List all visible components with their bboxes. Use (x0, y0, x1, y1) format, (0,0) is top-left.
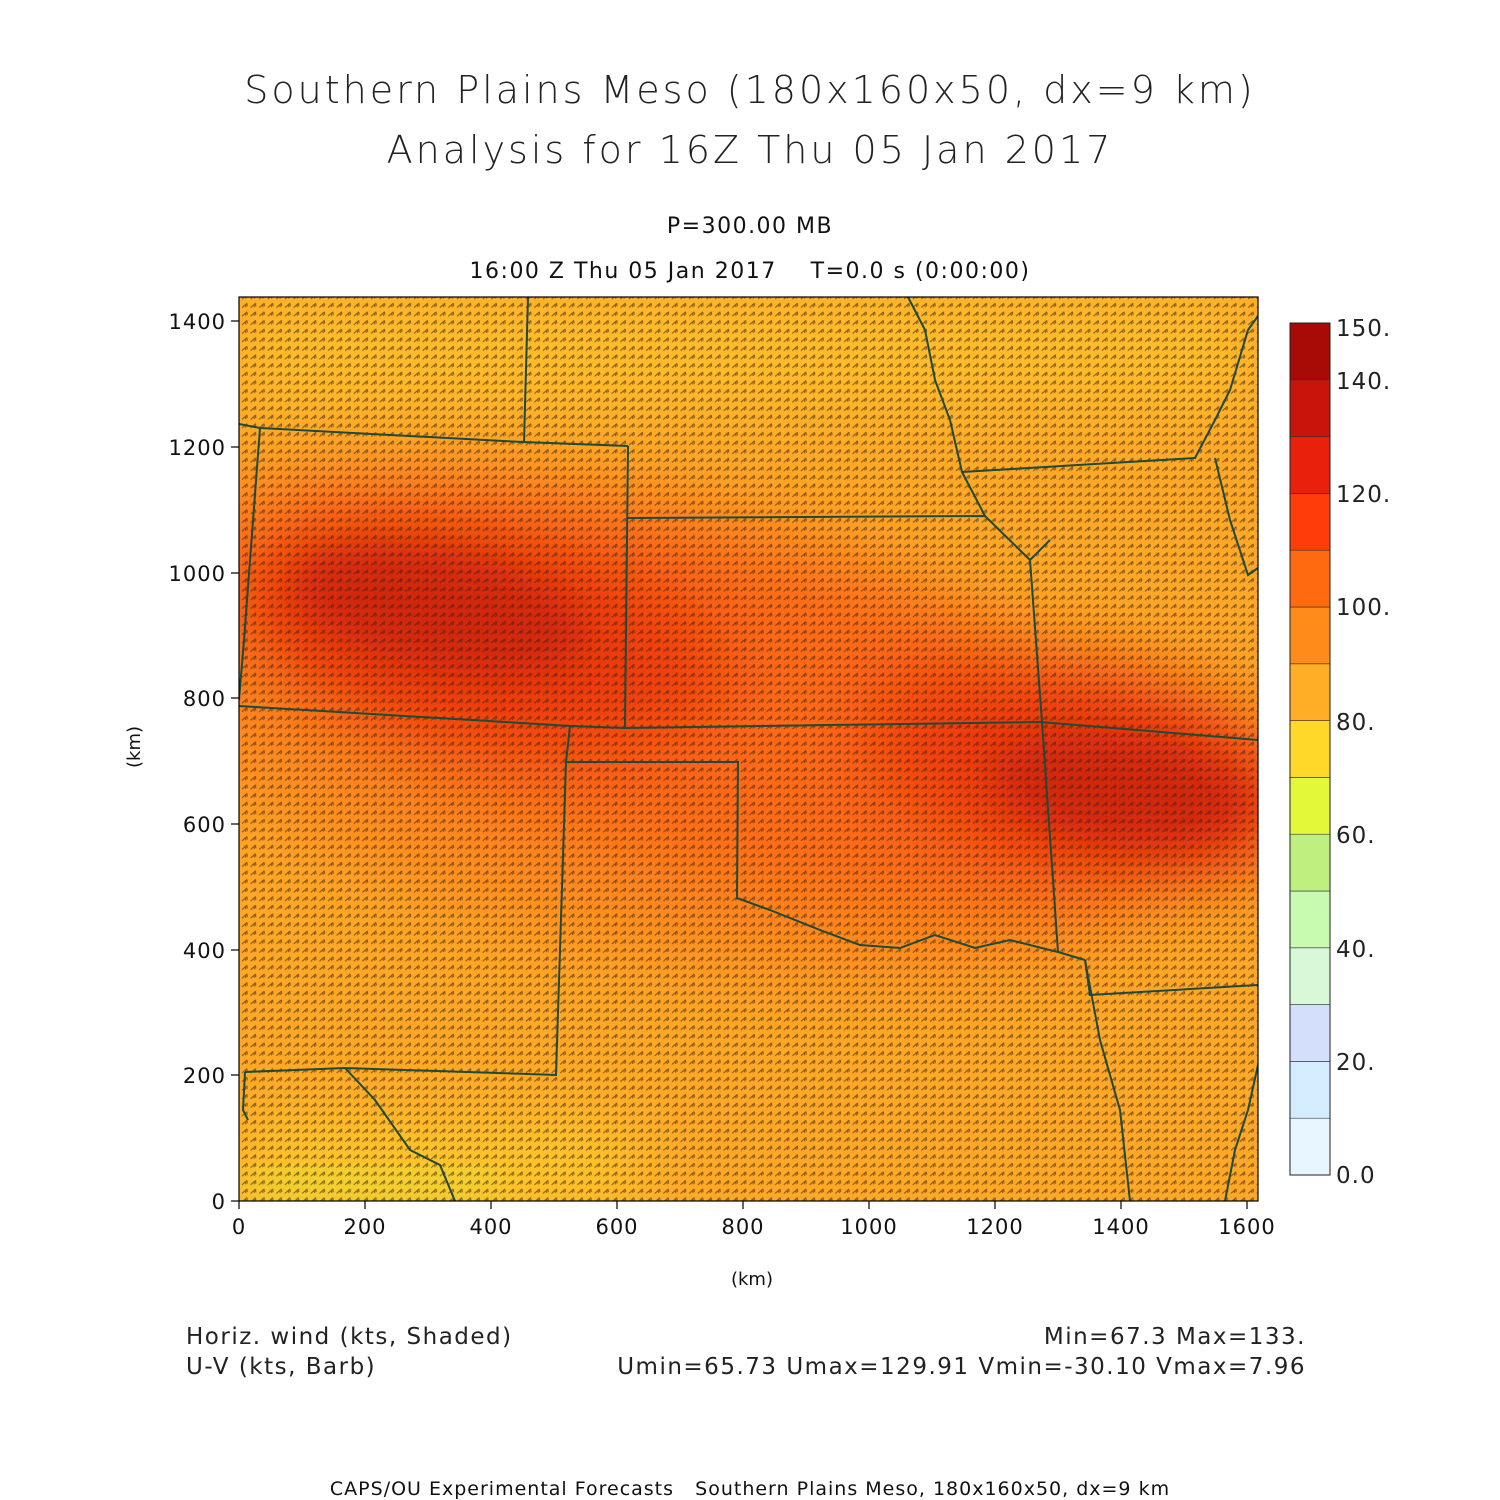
colorbar: 0.0 20. 40. 60. 80. 100. 120. 140. 150. (1289, 316, 1391, 1189)
colorbar-bin (1289, 947, 1331, 1005)
colorbar-bin (1289, 549, 1331, 608)
plot-frame (238, 296, 1259, 1202)
colorbar-label: 80. (1336, 710, 1376, 736)
pressure-level: P=300.00 MB (666, 214, 834, 239)
colorbar-label: 150. (1336, 316, 1391, 342)
colorbar-bin (1289, 777, 1331, 835)
x-tick-label: 1000 (840, 1215, 897, 1239)
colorbar-label: 40. (1336, 937, 1376, 963)
y-tick-label: 400 (183, 939, 226, 963)
colorbar-bin (1289, 1061, 1331, 1119)
x-tick-label: 0 (232, 1215, 246, 1239)
y-tick-label: 1400 (169, 310, 226, 334)
colorbar-label: 0.0 (1336, 1163, 1376, 1189)
colorbar-bin (1289, 720, 1331, 778)
x-tick-label: 200 (343, 1215, 386, 1239)
min-max-stats: Min=67.3 Max=133. (1043, 1324, 1306, 1350)
x-tick-label: 1200 (966, 1215, 1023, 1239)
state-boundaries (239, 297, 1258, 1201)
colorbar-bin (1289, 833, 1331, 892)
y-axis: 0 200 400 600 800 1000 1200 1400 (km) (124, 310, 239, 1214)
y-tick-label: 0 (212, 1190, 226, 1214)
y-tick-label: 1000 (169, 562, 226, 586)
colorbar-bin (1289, 493, 1331, 551)
barb-field-label: U-V (kts, Barb) (186, 1354, 377, 1380)
colorbar-bin (1289, 1117, 1331, 1176)
x-axis: 0 200 400 600 800 1000 1200 1400 1600 (k… (232, 1201, 1275, 1290)
valid-time: 16:00 Z Thu 05 Jan 2017 T=0.0 s (0:00:00… (469, 259, 1031, 284)
x-axis-title: (km) (731, 1269, 773, 1290)
colorbar-label: 20. (1336, 1050, 1376, 1076)
colorbar-label: 60. (1336, 823, 1376, 849)
colorbar-bin (1289, 1004, 1331, 1062)
colorbar-bin (1289, 379, 1331, 437)
colorbar-bin (1289, 663, 1331, 721)
y-tick-label: 1200 (169, 436, 226, 460)
y-tick-label: 600 (183, 813, 226, 837)
colorbar-bins (1289, 322, 1331, 1176)
colorbar-bin (1289, 606, 1331, 665)
colorbar-label: 120. (1336, 482, 1391, 508)
wind-speed-shading (239, 297, 1258, 1201)
x-tick-label: 1600 (1218, 1215, 1275, 1239)
colorbar-bin (1289, 322, 1331, 381)
colorbar-label: 100. (1336, 595, 1391, 621)
colorbar-frame (1289, 322, 1331, 1176)
uv-stats: Umin=65.73 Umax=129.91 Vmin=-30.10 Vmax=… (617, 1354, 1306, 1380)
x-tick-label: 400 (469, 1215, 512, 1239)
colorbar-label: 140. (1336, 369, 1391, 395)
shaded-field-label: Horiz. wind (kts, Shaded) (186, 1324, 513, 1350)
x-tick-label: 1400 (1092, 1215, 1149, 1239)
footer-credit: CAPS/OU Experimental Forecasts Southern … (329, 1478, 1171, 1500)
x-tick-label: 600 (595, 1215, 638, 1239)
y-tick-label: 200 (183, 1064, 226, 1088)
y-tick-label: 800 (183, 687, 226, 711)
title-line-1: Southern Plains Meso (180x160x50, dx=9 k… (244, 68, 1256, 112)
y-axis-title: (km) (124, 726, 145, 768)
colorbar-bin (1289, 890, 1331, 949)
x-tick-label: 800 (721, 1215, 764, 1239)
colorbar-bin (1289, 436, 1331, 494)
title-line-2: Analysis for 16Z Thu 05 Jan 2017 (386, 128, 1114, 172)
